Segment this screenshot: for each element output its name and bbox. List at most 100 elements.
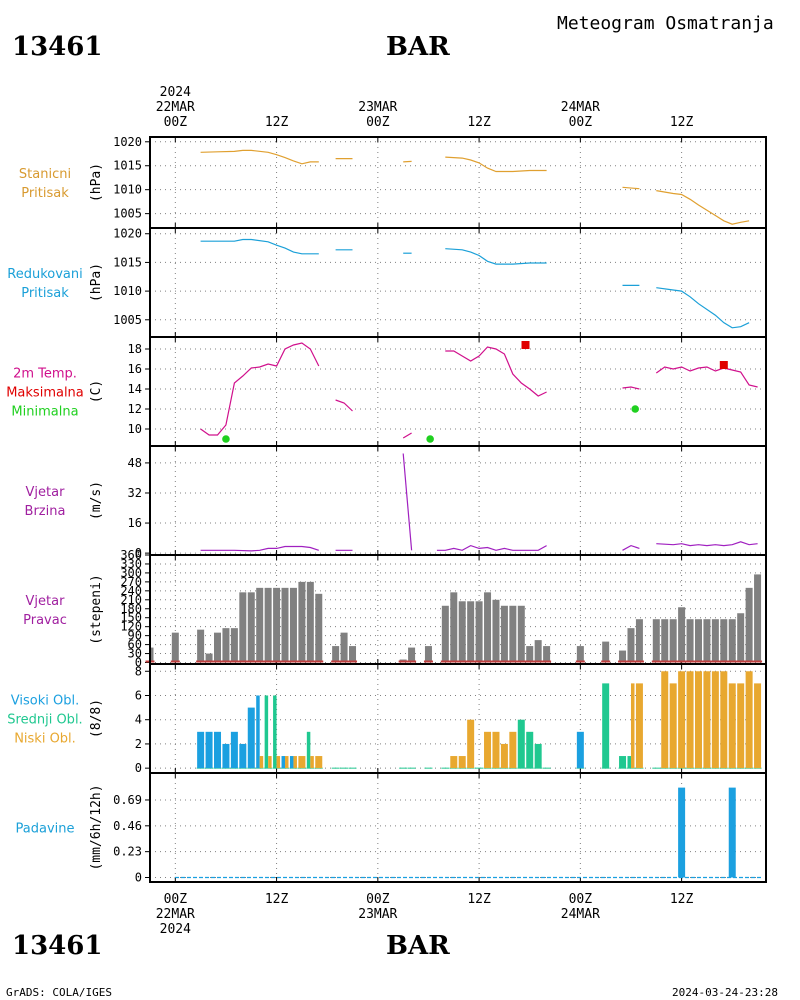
wind-direction-bar [652, 619, 660, 663]
y-tick-label: 120 [120, 620, 142, 634]
cloud-bar-low [635, 683, 643, 769]
cloud-bar-low [720, 671, 728, 769]
y-tick-label: 16 [128, 362, 142, 376]
cloud-bar-low [678, 671, 686, 769]
y-tick-label: 48 [128, 456, 142, 470]
wind-direction-bar [694, 619, 702, 663]
y-axis-unit: (m/s) [89, 481, 104, 520]
cloud-bar-low [703, 671, 711, 769]
cloud-bar-mid [273, 695, 277, 769]
y-tick-label: 2 [135, 737, 142, 751]
wind-direction-bar [205, 653, 213, 663]
wind-direction-bar [745, 587, 753, 663]
y-tick-label: 1020 [113, 227, 142, 241]
wind_speed-series-line [436, 544, 547, 551]
y-tick-label: 0 [135, 656, 142, 670]
cloud-bar-low [694, 671, 702, 769]
y-tick-label: 1015 [113, 159, 142, 173]
y-tick-label: 1005 [113, 313, 142, 327]
time-label-bottom: 00Z [164, 892, 188, 907]
precip-bar [728, 787, 736, 878]
panel-label: Minimalna [11, 405, 78, 420]
tmax-marker [719, 361, 728, 369]
cloud-bar-low [509, 731, 517, 769]
y-tick-label: 0 [135, 761, 142, 775]
wind-direction-bar [475, 601, 483, 663]
wind-direction-bar [441, 605, 449, 663]
meteogram-title: Meteogram Osmatranja [557, 13, 774, 34]
wind-direction-bar [150, 647, 154, 663]
time-label-top: 12Z [670, 115, 694, 130]
wind-direction-bar [230, 628, 238, 663]
y-tick-label: 10 [128, 422, 142, 436]
y-tick-label: 18 [128, 342, 142, 356]
wind-direction-bar [222, 628, 230, 663]
panel-label: 2m Temp. [13, 367, 77, 382]
panel-label: Stanicni [19, 167, 71, 182]
wind-direction-bar [728, 619, 736, 663]
y-tick-label: 1010 [113, 284, 142, 298]
y-tick-label: 1010 [113, 183, 142, 197]
station-id-bottom: 13461 [12, 931, 103, 961]
wind-direction-bar [408, 647, 416, 663]
wind-direction-bar [273, 587, 281, 663]
time-label-top: 00Z [164, 115, 188, 130]
cloud-bar-low [458, 756, 466, 769]
wind-direction-bar [289, 587, 297, 663]
wind-direction-bar [737, 613, 745, 663]
cloud-bar-high [205, 731, 213, 769]
cloud-bar-high [214, 731, 222, 769]
y-tick-label: 180 [120, 602, 142, 616]
y-tick-label: 1005 [113, 207, 142, 221]
wind-direction-bar [458, 601, 466, 663]
cloud-bar-low [630, 683, 635, 769]
cloud-bar-low [661, 671, 669, 769]
wind-direction-bar [247, 592, 255, 663]
temperature-series-line [445, 346, 547, 397]
y-tick-label: 330 [120, 557, 142, 571]
panel-label: Srednji Obl. [7, 713, 82, 728]
panel-label: Visoki Obl. [11, 694, 79, 709]
cloud-bar-low [737, 683, 745, 769]
cloud-bar-low [484, 731, 492, 769]
cloud-bar-low [686, 671, 694, 769]
panel-label: Brzina [25, 504, 66, 519]
cloud-bar-mid [526, 731, 534, 769]
y-tick-label: 1020 [113, 135, 142, 149]
cloud-bar-low [450, 756, 458, 769]
cloud-bar-high [281, 756, 286, 769]
precip-bar [678, 787, 686, 878]
time-label-top: 00Z [569, 115, 593, 130]
wind-direction-bar [627, 628, 635, 663]
y-axis-unit: (C) [89, 380, 104, 403]
tmin-marker [222, 435, 230, 443]
cloud-bar-mid [534, 743, 542, 769]
cloud-bar-low [492, 731, 500, 769]
station-name-bottom: BAR [386, 931, 450, 961]
cloud-bar-high [247, 707, 255, 769]
credit-text: GrADS: COLA/IGES [6, 986, 112, 999]
wind-direction-bar [526, 646, 534, 663]
cloud-bar-high [576, 731, 584, 769]
wind-direction-bar [720, 619, 728, 663]
panel-label: Vjetar [26, 594, 66, 609]
wind-direction-bar [298, 581, 306, 663]
wind-direction-bar [306, 581, 314, 663]
wind-direction-bar [332, 646, 340, 663]
cloud-bar-mid [517, 719, 525, 769]
station-id-top: 13461 [12, 32, 103, 62]
y-tick-label: 16 [128, 516, 142, 530]
y-tick-label: 240 [120, 584, 142, 598]
station_pressure-series-line [445, 156, 547, 173]
cloud-bar-low [754, 683, 762, 769]
wind-direction-bar [340, 632, 348, 663]
wind-direction-bar [197, 629, 205, 663]
wind-direction-bar [424, 646, 432, 663]
y-tick-label: 14 [128, 382, 142, 396]
time-label-bottom: 24MAR [561, 907, 600, 922]
panel-label: Vjetar [26, 485, 66, 500]
temperature-series-line [402, 432, 412, 439]
y-tick-label: 12 [128, 402, 142, 416]
time-label-top: 2024 [160, 85, 191, 100]
temperature-series-line [335, 399, 353, 412]
